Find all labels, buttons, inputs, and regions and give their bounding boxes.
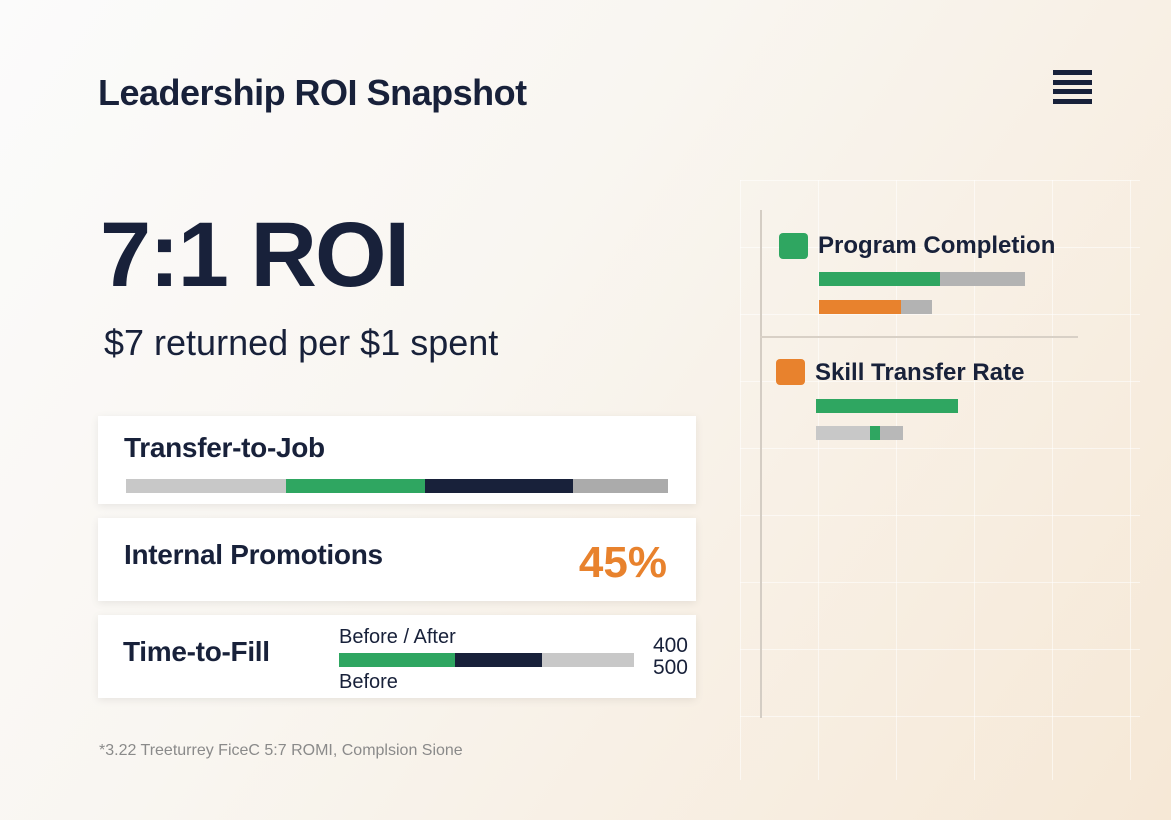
internal-promotions-card: Internal Promotions 45% bbox=[98, 518, 696, 601]
skill-transfer-label: Skill Transfer Rate bbox=[815, 359, 1025, 386]
panel-divider-horizontal bbox=[760, 336, 1078, 338]
program-completion-swatch bbox=[779, 233, 808, 259]
bar-fill-green bbox=[819, 272, 940, 286]
transfer-to-job-card: Transfer-to-Job bbox=[98, 416, 696, 504]
bar-segment-gray-dark bbox=[573, 479, 668, 493]
grid-background bbox=[740, 180, 1140, 780]
bar-segment-green bbox=[339, 653, 455, 667]
bar-segment-green-marker bbox=[869, 426, 881, 440]
time-to-fill-stacked-bar bbox=[339, 653, 634, 667]
skill-transfer-bar-1 bbox=[816, 399, 958, 413]
bar-segment-gray bbox=[126, 479, 287, 493]
bar-segment-gray bbox=[816, 426, 870, 440]
card-label: Internal Promotions bbox=[124, 539, 383, 570]
menu-line bbox=[1053, 70, 1092, 75]
before-after-label: Before / After bbox=[339, 626, 456, 648]
skill-transfer-bar-2 bbox=[816, 426, 903, 440]
menu-line bbox=[1053, 98, 1092, 104]
roi-subtitle: $7 returned per $1 spent bbox=[104, 322, 499, 363]
value-after: 400 bbox=[652, 634, 688, 657]
bar-fill-orange bbox=[819, 300, 901, 314]
program-completion-bar-1 bbox=[819, 272, 1025, 286]
promotions-percent: 45% bbox=[578, 538, 667, 587]
page-title: Leadership ROI Snapshot bbox=[98, 72, 527, 113]
value-before: 500 bbox=[652, 656, 688, 679]
footnote: *3.22 Treeturrey FiceC 5:7 ROMI, Complsi… bbox=[99, 742, 463, 759]
menu-line bbox=[1053, 89, 1092, 95]
time-to-fill-card: Time-to-Fill Before / After Before 400 5… bbox=[98, 615, 696, 698]
bar-segment-navy bbox=[425, 479, 574, 493]
hamburger-menu-icon[interactable] bbox=[1053, 70, 1092, 104]
program-completion-bar-2 bbox=[819, 300, 932, 314]
card-label: Time-to-Fill bbox=[123, 636, 270, 667]
panel-divider-vertical bbox=[760, 210, 762, 718]
roi-headline: 7:1 ROI bbox=[100, 204, 410, 306]
skill-transfer-swatch bbox=[776, 359, 805, 385]
bar-segment-gray bbox=[542, 653, 634, 667]
menu-line bbox=[1053, 79, 1092, 85]
bar-segment-gray-dark bbox=[880, 426, 903, 440]
card-label: Transfer-to-Job bbox=[124, 432, 325, 463]
bar-segment-navy bbox=[454, 653, 543, 667]
before-label: Before bbox=[339, 671, 398, 693]
transfer-stacked-bar bbox=[126, 479, 668, 493]
program-completion-label: Program Completion bbox=[818, 232, 1056, 259]
bar-segment-green bbox=[286, 479, 426, 493]
